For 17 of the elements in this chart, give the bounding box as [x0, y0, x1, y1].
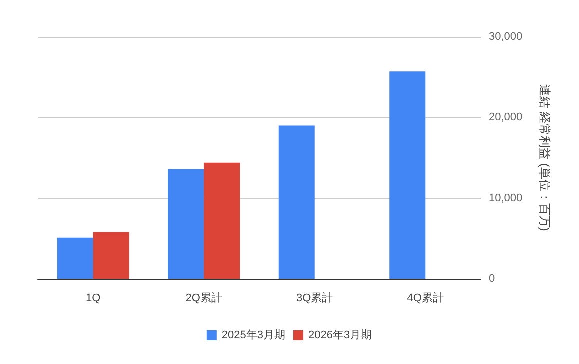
x-tick-label: 3Q累計 — [296, 292, 334, 304]
bar — [168, 169, 204, 279]
legend-label: 2026年3月期 — [308, 330, 372, 342]
x-tick-label: 1Q — [86, 292, 102, 304]
x-tick-label: 4Q累計 — [407, 292, 444, 304]
bar — [278, 126, 315, 279]
y-tick-label: 0 — [489, 273, 496, 285]
bar — [204, 162, 240, 279]
x-tick-label: 2Q累計 — [186, 292, 222, 304]
y-axis-title: 連結 経常利益 (単位：百万) — [538, 84, 552, 232]
y-tick-label: 20,000 — [489, 112, 523, 124]
bar — [93, 232, 130, 279]
bar — [390, 72, 426, 279]
y-tick-label: 30,000 — [489, 31, 523, 43]
y-tick-label: 10,000 — [489, 192, 523, 204]
legend-label: 2025年3月期 — [222, 330, 286, 342]
bar — [57, 238, 94, 279]
